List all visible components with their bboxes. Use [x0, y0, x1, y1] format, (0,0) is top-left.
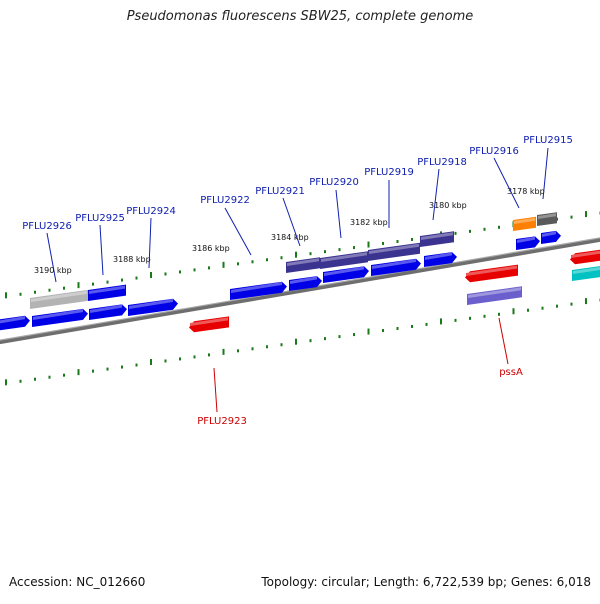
- gene-arrow: [286, 257, 320, 273]
- gene-label: PFLU2919: [364, 167, 414, 178]
- gene-label: PFLU2916: [469, 146, 519, 157]
- genome-summary-text: Topology: circular; Length: 6,722,539 bp…: [261, 575, 591, 589]
- gene-leader-line: [543, 148, 548, 199]
- gene-arrow: [89, 304, 127, 320]
- gene-arrow: [570, 249, 600, 264]
- tick-label: 3186 kbp: [192, 244, 230, 253]
- gene-leader-line: [433, 169, 439, 220]
- gene-label: PFLU2925: [75, 213, 125, 224]
- gene-label: pssA: [499, 367, 523, 378]
- gene-label: PFLU2922: [200, 195, 250, 206]
- gene-arrow: [30, 290, 88, 309]
- tick-label: 3182 kbp: [350, 218, 388, 227]
- gene-arrow: [513, 217, 536, 231]
- map-title: Pseudomonas fluorescens SBW25, complete …: [0, 9, 600, 24]
- gene-arrow: [88, 285, 126, 301]
- gene-arrow: [368, 243, 420, 261]
- gene-arrow: [320, 251, 368, 269]
- accession-text: Accession: NC_012660: [9, 575, 145, 589]
- gene-arrow: [0, 316, 30, 331]
- tick-label: 3184 kbp: [271, 233, 309, 242]
- gene-label: PFLU2924: [126, 206, 176, 217]
- tick-label: 3188 kbp: [113, 255, 151, 264]
- gene-arrow: [420, 231, 454, 247]
- gene-arrow: [32, 309, 88, 327]
- gene-leader-line: [336, 190, 341, 238]
- gene-arrow: [467, 286, 522, 305]
- gene-leader-line: [214, 368, 217, 412]
- gene-label: PFLU2915: [523, 135, 573, 146]
- gene-leader-line: [100, 225, 103, 275]
- gene-arrow: [516, 236, 540, 250]
- gene-arrow: [537, 212, 557, 226]
- gene-leader-line: [499, 318, 508, 364]
- gene-label: PFLU2923: [197, 416, 247, 427]
- gene-label: PFLU2920: [309, 177, 359, 188]
- gene-arrow: [541, 231, 561, 244]
- gene-leader-line: [494, 158, 519, 208]
- gene-arrow: [465, 265, 518, 283]
- gene-arrow: [572, 265, 600, 281]
- gene-label: PFLU2926: [22, 221, 72, 232]
- gene-label: PFLU2921: [255, 186, 305, 197]
- gene-arrow: [189, 316, 229, 332]
- gene-label: PFLU2918: [417, 157, 467, 168]
